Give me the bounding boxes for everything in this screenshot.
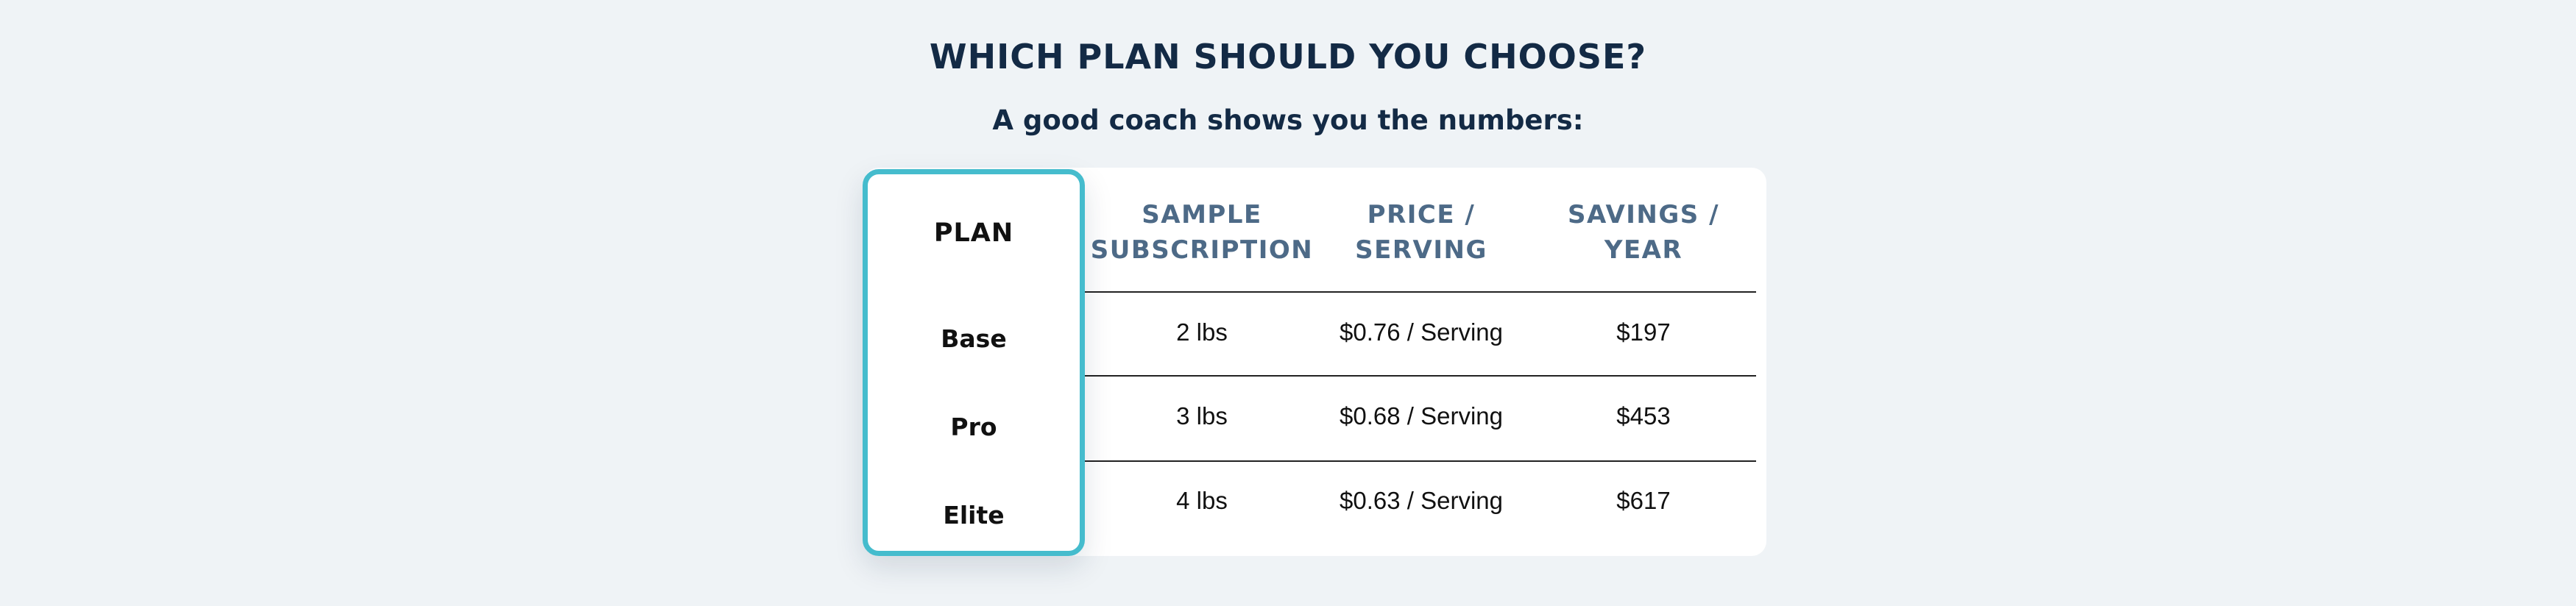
column-header-savings-per-year: SAVINGS / YEAR [1567, 200, 1720, 265]
row-divider [1085, 375, 1756, 377]
cell-pro-savings: $453 [1616, 402, 1671, 429]
column-header-price-per-serving: PRICE / SERVING [1355, 200, 1487, 265]
cell-elite-price: $0.63 / Serving [1340, 487, 1503, 514]
plan-name-base: Base [941, 324, 1007, 353]
cell-pro-subscription: 3 lbs [1176, 402, 1228, 429]
page-subtitle: A good coach shows you the numbers: [992, 104, 1584, 136]
cell-elite-subscription: 4 lbs [1176, 487, 1228, 514]
cell-base-price: $0.76 / Serving [1340, 318, 1503, 346]
row-divider [1085, 460, 1756, 462]
plan-name-elite: Elite [943, 501, 1005, 530]
cell-base-subscription: 2 lbs [1176, 318, 1228, 346]
cell-elite-savings: $617 [1616, 487, 1671, 514]
column-header-sample-subscription: SAMPLE SUBSCRIPTION [1090, 200, 1314, 265]
cell-pro-price: $0.68 / Serving [1340, 402, 1503, 429]
plan-column-header: PLAN [933, 218, 1014, 248]
plan-column-highlight: PLAN Base Pro Elite [863, 169, 1085, 556]
row-divider [1085, 291, 1756, 293]
page-title: WHICH PLAN SHOULD YOU CHOOSE? [929, 37, 1647, 76]
plan-name-pro: Pro [950, 413, 997, 441]
cell-base-savings: $197 [1616, 318, 1671, 346]
